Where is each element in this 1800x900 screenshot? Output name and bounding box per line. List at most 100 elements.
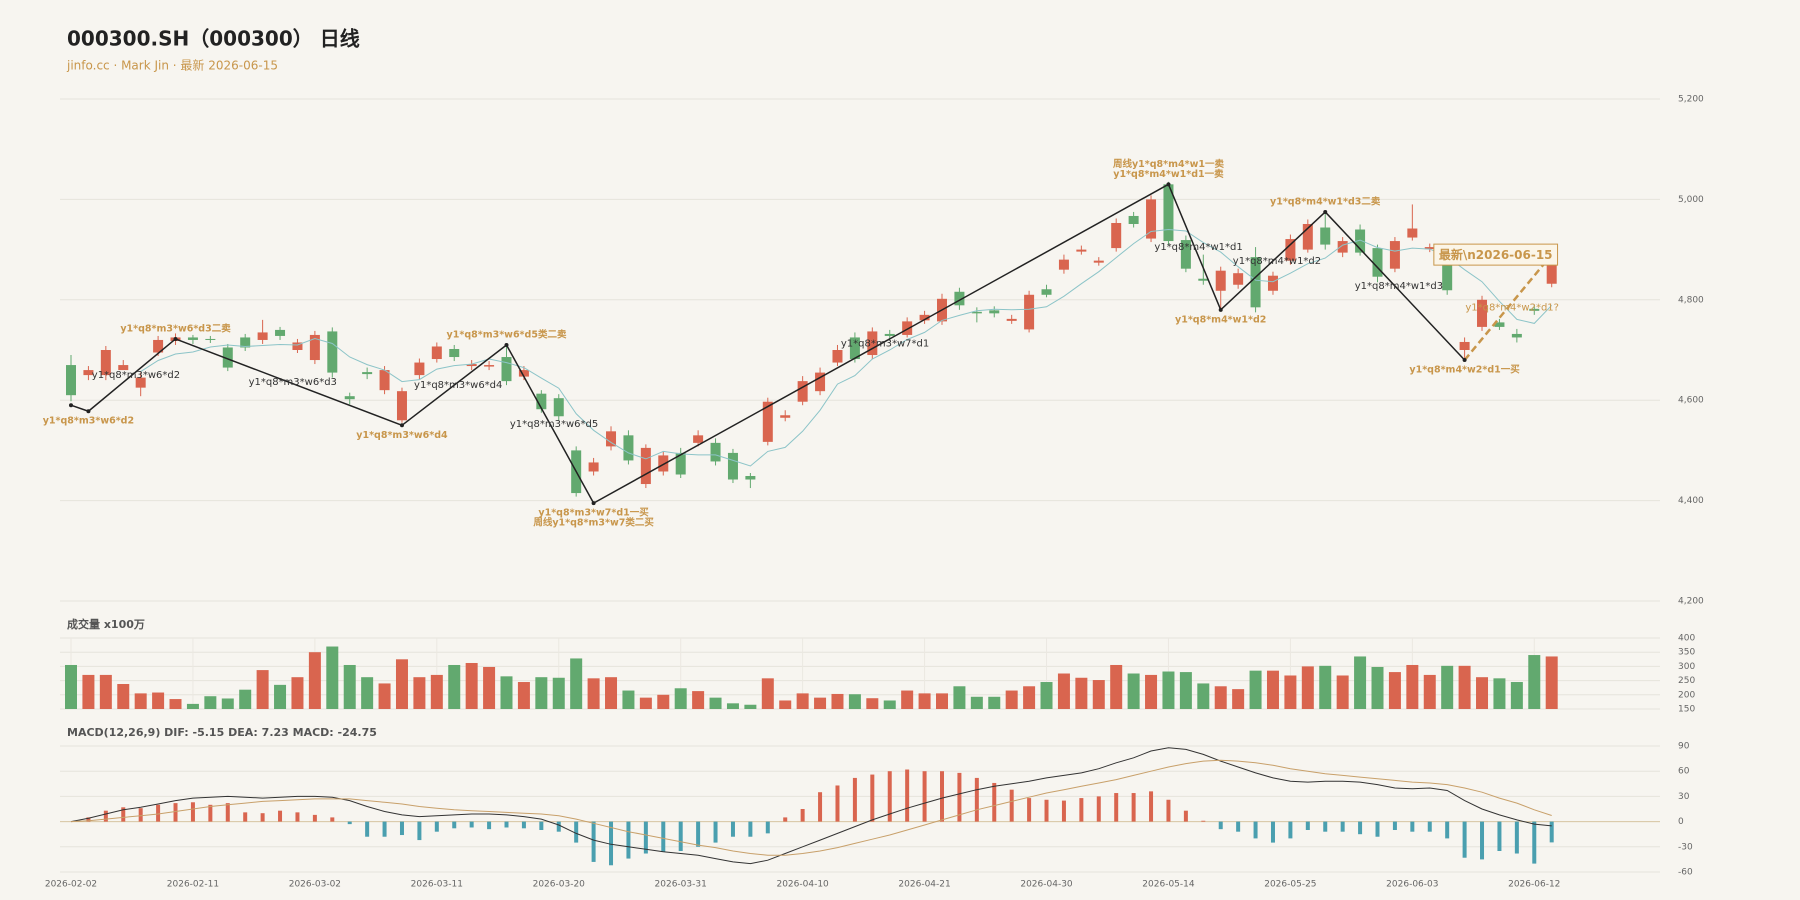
macd-bar xyxy=(1532,821,1537,864)
volume-bar xyxy=(413,677,426,709)
pivot-point xyxy=(1218,307,1223,312)
volume-bar xyxy=(779,700,792,709)
candle-body xyxy=(1302,223,1313,250)
volume-bar xyxy=(1110,664,1123,709)
candle-body xyxy=(1267,275,1278,291)
volume-bar xyxy=(204,696,217,709)
x-tick-label: 2026-04-21 xyxy=(898,880,950,890)
y-tick-label: 400 xyxy=(1678,634,1695,644)
volume-bar xyxy=(465,662,478,709)
macd-bar xyxy=(818,792,823,822)
macd-bar xyxy=(260,813,265,822)
macd-bar xyxy=(365,821,370,837)
volume-bar xyxy=(483,666,496,709)
volume-bar xyxy=(1510,682,1523,709)
volume-bar xyxy=(587,678,600,709)
candle-body xyxy=(222,347,233,368)
volume-bar xyxy=(1354,656,1367,709)
y-tick-label: 350 xyxy=(1678,648,1695,658)
volume-bar xyxy=(1040,682,1053,709)
x-tick-label: 2026-06-12 xyxy=(1508,880,1560,890)
volume-bar xyxy=(709,697,722,709)
volume-bar xyxy=(1493,678,1506,709)
candle-body xyxy=(66,365,76,396)
volume-bar xyxy=(448,664,461,709)
segment-label: y1*q8*m4*w1*d2 xyxy=(1233,256,1321,267)
volume-bar xyxy=(117,684,130,709)
candle-body xyxy=(727,452,738,480)
pivot-point xyxy=(69,403,73,408)
macd-bar xyxy=(696,821,701,847)
candle-body xyxy=(344,396,355,400)
candle-body xyxy=(815,372,826,392)
candle-body xyxy=(501,357,512,382)
x-tick-label: 2026-02-11 xyxy=(167,880,219,890)
candle-body xyxy=(1058,259,1069,270)
macd-title: MACD(12,26,9) DIF: -5.15 DEA: 7.23 MACD:… xyxy=(67,726,377,739)
macd-bar xyxy=(103,810,108,822)
volume-bar xyxy=(1406,664,1419,709)
macd-bar xyxy=(1358,821,1363,835)
macd-bar xyxy=(382,821,387,837)
segment-label: y1*q8*m3*w6*d5 xyxy=(510,419,598,430)
macd-bar xyxy=(417,821,422,841)
candle-body xyxy=(327,331,338,373)
macd-bar xyxy=(1253,821,1258,839)
macd-bar xyxy=(800,809,805,822)
macd-bar xyxy=(1323,821,1328,832)
volume-bar xyxy=(1075,677,1088,709)
volume-bar xyxy=(186,703,199,709)
candle-body xyxy=(1093,260,1104,263)
chart-title: 000300.SH（000300） 日线 xyxy=(67,27,360,51)
volume-bar xyxy=(796,693,809,709)
volume-bar xyxy=(82,674,95,709)
macd-bar xyxy=(730,821,735,837)
y-tick-label: -60 xyxy=(1678,868,1693,878)
pivot-point xyxy=(86,409,91,414)
y-tick-label: 300 xyxy=(1678,662,1695,672)
candle-body xyxy=(884,333,895,336)
candle-body xyxy=(1389,241,1400,269)
candle-body xyxy=(919,314,930,321)
y-tick-label: -30 xyxy=(1678,842,1693,852)
candle-body xyxy=(849,337,860,360)
macd-bar xyxy=(1027,798,1032,822)
dea-line xyxy=(70,759,1552,856)
segment-label: y1*q8*m3*w6*d4 xyxy=(414,380,502,391)
segment-label: y1*q8*m4*w1*d3 xyxy=(1355,281,1443,292)
segment-label: y1*q8*m3*w6*d2 xyxy=(92,370,180,381)
y-tick-label: 60 xyxy=(1678,767,1690,777)
chart-subtitle: jinfo.cc · Mark Jin · 最新 2026-06-15 xyxy=(66,58,278,73)
macd-bar xyxy=(748,821,753,837)
macd-bar xyxy=(243,812,248,822)
macd-bar xyxy=(661,821,666,852)
y-tick-label: 30 xyxy=(1678,792,1690,802)
macd-bar xyxy=(399,821,404,836)
candle-body xyxy=(675,452,686,475)
macd-bar xyxy=(173,803,178,822)
candle-body xyxy=(1372,248,1383,277)
x-tick-label: 2026-04-10 xyxy=(776,880,829,890)
macd-bar xyxy=(1166,799,1171,822)
volume-bar xyxy=(134,693,147,709)
volume-bar xyxy=(1371,666,1384,709)
candle-body xyxy=(1006,318,1017,321)
macd-bar xyxy=(1096,796,1101,822)
macd-bar xyxy=(1044,799,1049,822)
volume-bar xyxy=(657,694,670,709)
candle-body xyxy=(1024,294,1035,330)
x-tick-label: 2026-03-11 xyxy=(411,880,463,890)
volume-bar xyxy=(988,696,1001,709)
pivot-point xyxy=(399,423,404,428)
volume-bar xyxy=(1214,686,1227,709)
zigzag-segment xyxy=(1463,253,1553,361)
signal-label: y1*q8*m4*w1*d3二卖 xyxy=(1270,195,1381,207)
signal-label: y1*q8*m3*w6*d5类二卖 xyxy=(447,328,567,340)
volume-bar xyxy=(65,664,77,709)
candle-body xyxy=(518,370,529,377)
y-tick-label: 5,200 xyxy=(1678,95,1704,105)
volume-bar xyxy=(256,670,269,709)
y-tick-label: 5,000 xyxy=(1678,195,1704,205)
candle-body xyxy=(693,435,704,443)
